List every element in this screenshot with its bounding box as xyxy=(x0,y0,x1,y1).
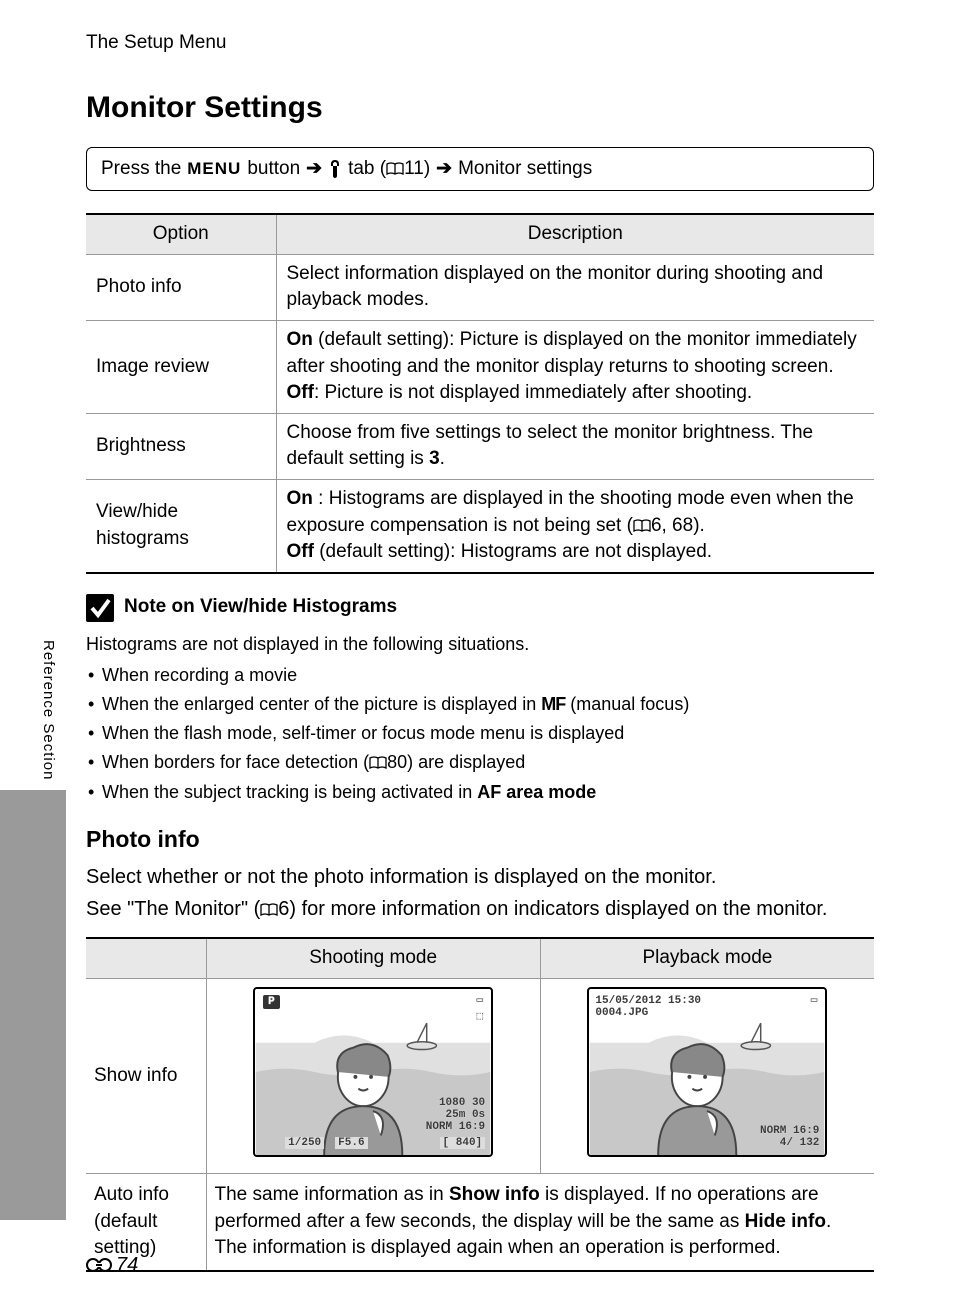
desc-photo-info: Select information displayed on the moni… xyxy=(276,254,874,320)
note-list: When recording a movie When the enlarged… xyxy=(86,663,874,805)
lcd-shooting: P ▭ ⬚ 1080 30 25m 0s NORM 16:9 1/250 F5.… xyxy=(206,978,540,1174)
book-icon xyxy=(386,158,404,172)
nav-dest: Monitor settings xyxy=(458,156,592,183)
book-icon xyxy=(369,752,387,766)
note-title: Note on View/hide Histograms xyxy=(124,594,397,621)
side-gray-bar xyxy=(0,790,66,1220)
note-item: When the flash mode, self-timer or focus… xyxy=(86,721,874,746)
nav-press: Press the xyxy=(101,156,181,183)
photo-info-heading: Photo info xyxy=(86,823,874,855)
arrow-icon: ➔ xyxy=(436,156,452,183)
opt-image-review: Image review xyxy=(86,320,276,413)
th-description: Description xyxy=(276,214,874,254)
note-item: When the subject tracking is being activ… xyxy=(86,780,874,805)
opt-photo-info: Photo info xyxy=(86,254,276,320)
th-blank xyxy=(86,938,206,978)
photo-info-p1: Select whether or not the photo informat… xyxy=(86,863,874,891)
page-footer: 74 xyxy=(86,1251,138,1279)
checkmark-box-icon xyxy=(86,594,114,622)
footer-icon xyxy=(86,1256,112,1274)
opt-histograms: View/hide histograms xyxy=(86,479,276,572)
th-playback: Playback mode xyxy=(540,938,874,978)
page-number: 74 xyxy=(116,1251,138,1279)
opt-brightness: Brightness xyxy=(86,413,276,479)
lcd-playback: 15/05/2012 15:30 0004.JPG ▭ NORM 16:9 4/… xyxy=(540,978,874,1174)
book-icon xyxy=(260,897,278,911)
navigation-path-box: Press the MENU button ➔ tab (11) ➔ Monit… xyxy=(86,147,874,192)
note-intro: Histograms are not displayed in the foll… xyxy=(86,632,874,657)
note-item: When the enlarged center of the picture … xyxy=(86,692,874,717)
page-title: Monitor Settings xyxy=(86,87,874,129)
th-option: Option xyxy=(86,214,276,254)
desc-histograms: On : Histograms are displayed in the sho… xyxy=(276,479,874,572)
photo-info-table: Shooting mode Playback mode Show info xyxy=(86,937,874,1272)
menu-label: MENU xyxy=(187,157,241,181)
photo-info-p2: See "The Monitor" (6) for more informati… xyxy=(86,895,874,923)
section-header: The Setup Menu xyxy=(86,30,874,57)
wrench-icon xyxy=(328,160,342,178)
th-shooting: Shooting mode xyxy=(206,938,540,978)
options-table: Option Description Photo info Select inf… xyxy=(86,213,874,574)
arrow-icon: ➔ xyxy=(306,156,322,183)
note-item: When recording a movie xyxy=(86,663,874,688)
note-block: Note on View/hide Histograms Histograms … xyxy=(86,594,874,805)
nav-tab: tab (11) xyxy=(348,156,430,183)
nav-button-word: button xyxy=(247,156,300,183)
row-show-info: Show info xyxy=(86,978,206,1174)
side-label: Reference Section xyxy=(38,640,59,780)
book-icon xyxy=(633,515,651,529)
desc-brightness: Choose from five settings to select the … xyxy=(276,413,874,479)
desc-image-review: On (default setting): Picture is display… xyxy=(276,320,874,413)
auto-info-desc: The same information as in Show info is … xyxy=(206,1174,874,1271)
note-item: When borders for face detection (80) are… xyxy=(86,750,874,775)
